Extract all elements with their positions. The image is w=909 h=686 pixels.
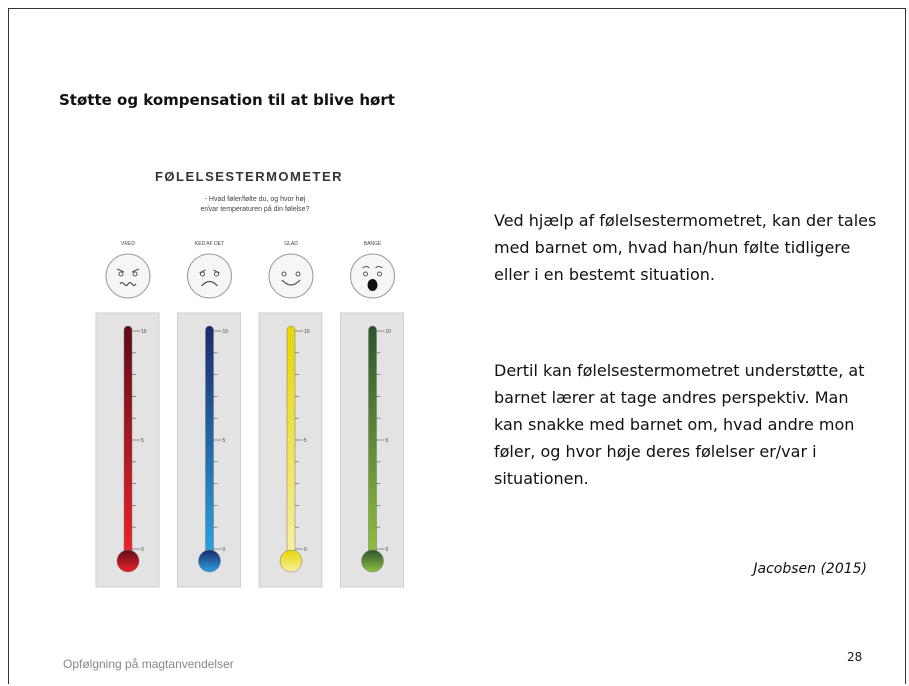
thermometer-tube [369,326,377,554]
face-mouth [368,279,378,291]
slide: Støtte og kompensation til at blive hørt… [8,8,906,684]
figure: FØLELSESTERMOMETER - Hvad føler/følte du… [9,9,449,609]
face [188,254,232,298]
paragraph: Dertil kan følelsestermometret understøt… [494,357,879,492]
scale-label: 5 [223,438,226,444]
face-eye [133,272,137,276]
emotion-label: VRED [121,241,135,247]
face-eye [378,272,382,276]
face-eye [296,272,300,276]
scale-label: 0 [304,547,307,553]
face [269,254,313,298]
scale-label: 0 [141,547,144,553]
scale-label: 10 [223,329,229,335]
thermometer-bulb [199,550,221,572]
scale-label: 5 [304,438,307,444]
citation: Jacobsen (2015) [753,561,867,577]
scale-label: 10 [304,329,310,335]
scale-label: 0 [223,547,226,553]
thermometer-bulb [117,550,139,572]
scale-label: 10 [141,329,147,335]
paragraph: Ved hjælp af følelsestermometret, kan de… [494,207,879,288]
scale-label: 10 [386,329,392,335]
figure-question: er/var temperaturen på din følelse? [201,205,310,213]
footer: Opfølgning på magtanvendelser [63,657,234,671]
emotion-label: GLAD [284,241,298,247]
thermometer-bulb [280,550,302,572]
page-number: 28 [847,650,862,664]
face-eye [119,272,123,276]
scale-label: 5 [141,438,144,444]
scale-label: 0 [386,547,389,553]
thermometer-tube [206,326,214,554]
figure-heading: FØLELSESTERMOMETER [155,169,343,184]
face-eye [282,272,286,276]
thermometer-bulb [362,550,384,572]
face [351,254,395,298]
emotion-label: BANGE [364,241,382,247]
thermometer-tube [287,326,295,554]
figure-question: - Hvad føler/følte du, og hvor høj [205,196,306,203]
face-eye [364,272,368,276]
page: Støtte og kompensation til at blive hørt… [0,0,909,686]
emotion-label: KED AF DET [195,241,224,247]
thermometer-tube [124,326,132,554]
face [106,254,150,298]
scale-label: 5 [386,438,389,444]
